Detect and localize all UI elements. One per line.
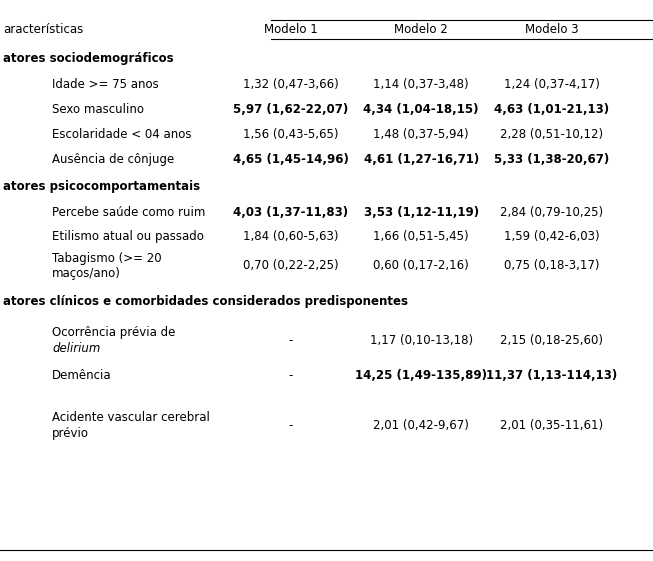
Text: 1,17 (0,10-13,18): 1,17 (0,10-13,18) [370, 334, 473, 347]
Text: atores psicocomportamentais: atores psicocomportamentais [3, 180, 200, 193]
Text: 4,63 (1,01-21,13): 4,63 (1,01-21,13) [494, 103, 609, 116]
Text: 5,97 (1,62-22,07): 5,97 (1,62-22,07) [233, 103, 348, 116]
Text: atores clínicos e comorbidades considerados predisponentes: atores clínicos e comorbidades considera… [3, 295, 408, 309]
Text: prévio: prévio [52, 426, 89, 440]
Text: 5,33 (1,38-20,67): 5,33 (1,38-20,67) [494, 153, 609, 167]
Text: Ocorrência prévia de: Ocorrência prévia de [52, 325, 176, 339]
Text: Escolaridade < 04 anos: Escolaridade < 04 anos [52, 128, 192, 141]
Text: 2,28 (0,51-10,12): 2,28 (0,51-10,12) [500, 128, 603, 141]
Text: 1,56 (0,43-5,65): 1,56 (0,43-5,65) [243, 128, 338, 141]
Text: aracterísticas: aracterísticas [3, 23, 84, 36]
Text: Modelo 1: Modelo 1 [264, 23, 317, 36]
Text: Percebe saúde como ruim: Percebe saúde como ruim [52, 205, 206, 219]
Text: Modelo 2: Modelo 2 [394, 23, 448, 36]
Text: maços/ano): maços/ano) [52, 267, 121, 280]
Text: 2,01 (0,35-11,61): 2,01 (0,35-11,61) [500, 419, 603, 432]
Text: 2,01 (0,42-9,67): 2,01 (0,42-9,67) [374, 419, 469, 432]
Text: delirium: delirium [52, 342, 101, 356]
Text: Ausência de cônjuge: Ausência de cônjuge [52, 153, 174, 167]
Text: Demência: Demência [52, 369, 112, 383]
Text: 1,24 (0,37-4,17): 1,24 (0,37-4,17) [504, 77, 599, 91]
Text: 1,59 (0,42-6,03): 1,59 (0,42-6,03) [504, 230, 599, 243]
Text: 2,84 (0,79-10,25): 2,84 (0,79-10,25) [500, 205, 603, 219]
Text: -: - [289, 419, 293, 432]
Text: Idade >= 75 anos: Idade >= 75 anos [52, 77, 159, 91]
Text: Acidente vascular cerebral: Acidente vascular cerebral [52, 411, 210, 424]
Text: 2,15 (0,18-25,60): 2,15 (0,18-25,60) [500, 334, 603, 347]
Text: 0,75 (0,18-3,17): 0,75 (0,18-3,17) [504, 259, 599, 273]
Text: 1,48 (0,37-5,94): 1,48 (0,37-5,94) [374, 128, 469, 141]
Text: 4,34 (1,04-18,15): 4,34 (1,04-18,15) [364, 103, 479, 116]
Text: atores sociodemográficos: atores sociodemográficos [3, 52, 174, 66]
Text: 1,84 (0,60-5,63): 1,84 (0,60-5,63) [243, 230, 338, 243]
Text: 1,66 (0,51-5,45): 1,66 (0,51-5,45) [374, 230, 469, 243]
Text: Etilismo atual ou passado: Etilismo atual ou passado [52, 230, 204, 243]
Text: 14,25 (1,49-135,89): 14,25 (1,49-135,89) [355, 369, 487, 383]
Text: Modelo 3: Modelo 3 [525, 23, 579, 36]
Text: 4,03 (1,37-11,83): 4,03 (1,37-11,83) [233, 205, 348, 219]
Text: 11,37 (1,13-114,13): 11,37 (1,13-114,13) [486, 369, 617, 383]
Text: -: - [289, 369, 293, 383]
Text: 4,61 (1,27-16,71): 4,61 (1,27-16,71) [364, 153, 479, 167]
Text: 1,14 (0,37-3,48): 1,14 (0,37-3,48) [374, 77, 469, 91]
Text: -: - [289, 334, 293, 347]
Text: 4,65 (1,45-14,96): 4,65 (1,45-14,96) [232, 153, 349, 167]
Text: 3,53 (1,12-11,19): 3,53 (1,12-11,19) [364, 205, 479, 219]
Text: 0,60 (0,17-2,16): 0,60 (0,17-2,16) [374, 259, 469, 273]
Text: Sexo masculino: Sexo masculino [52, 103, 144, 116]
Text: 0,70 (0,22-2,25): 0,70 (0,22-2,25) [243, 259, 338, 273]
Text: Tabagismo (>= 20: Tabagismo (>= 20 [52, 251, 162, 265]
Text: 1,32 (0,47-3,66): 1,32 (0,47-3,66) [243, 77, 338, 91]
